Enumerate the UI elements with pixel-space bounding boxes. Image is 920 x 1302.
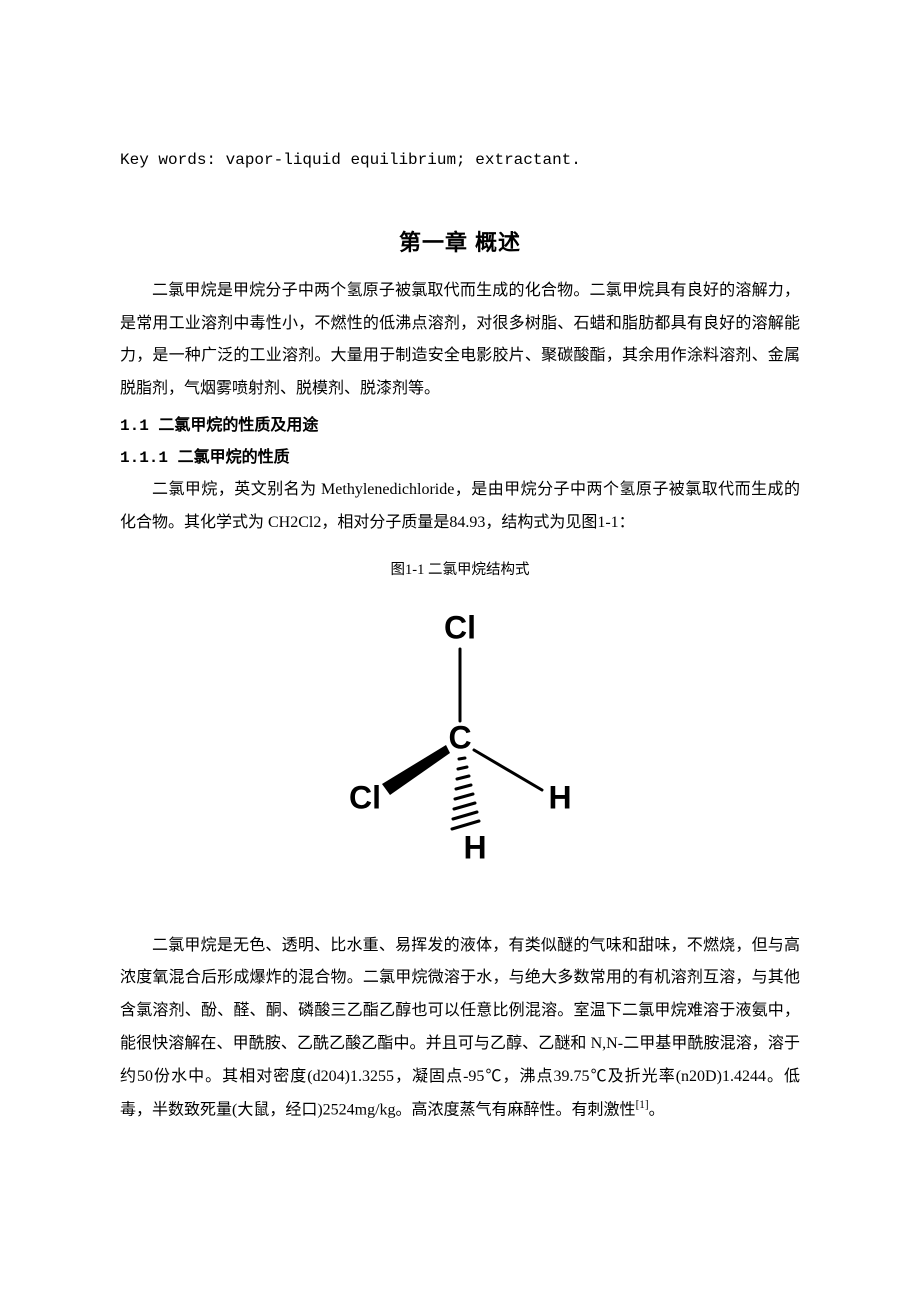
citation-1: [1] (636, 1099, 649, 1111)
dichloromethane-structure-diagram: C Cl Cl H H (310, 595, 610, 885)
svg-text:C: C (448, 719, 471, 755)
svg-text:H: H (463, 829, 486, 865)
document-page: Key words: vapor-liquid equilibrium; ext… (0, 0, 920, 1302)
section-1-1-1-para2: 二氯甲烷是无色、透明、比水重、易挥发的液体，有类似醚的气味和甜味，不燃烧，但与高… (120, 930, 800, 1127)
keywords-line: Key words: vapor-liquid equilibrium; ext… (120, 146, 800, 175)
para2-body: 二氯甲烷是无色、透明、比水重、易挥发的液体，有类似醚的气味和甜味，不燃烧，但与高… (120, 937, 800, 1118)
para2-tail: 。 (649, 1101, 665, 1118)
section-1-1-1-heading: 1.1.1 二氯甲烷的性质 (120, 442, 800, 474)
figure-1-1-caption: 图1-1 二氯甲烷结构式 (120, 556, 800, 585)
intro-paragraph: 二氯甲烷是甲烷分子中两个氢原子被氯取代而生成的化合物。二氯甲烷具有良好的溶解力，… (120, 275, 800, 406)
chapter-title: 第一章 概述 (120, 225, 800, 257)
svg-text:H: H (548, 779, 571, 815)
figure-1-1: C Cl Cl H H (120, 595, 800, 890)
svg-text:Cl: Cl (444, 609, 476, 645)
section-1-1-heading: 1.1 二氯甲烷的性质及用途 (120, 410, 800, 442)
svg-text:Cl: Cl (349, 779, 381, 815)
section-1-1-1-para1: 二氯甲烷，英文别名为 Methylenedichloride，是由甲烷分子中两个… (120, 474, 800, 540)
